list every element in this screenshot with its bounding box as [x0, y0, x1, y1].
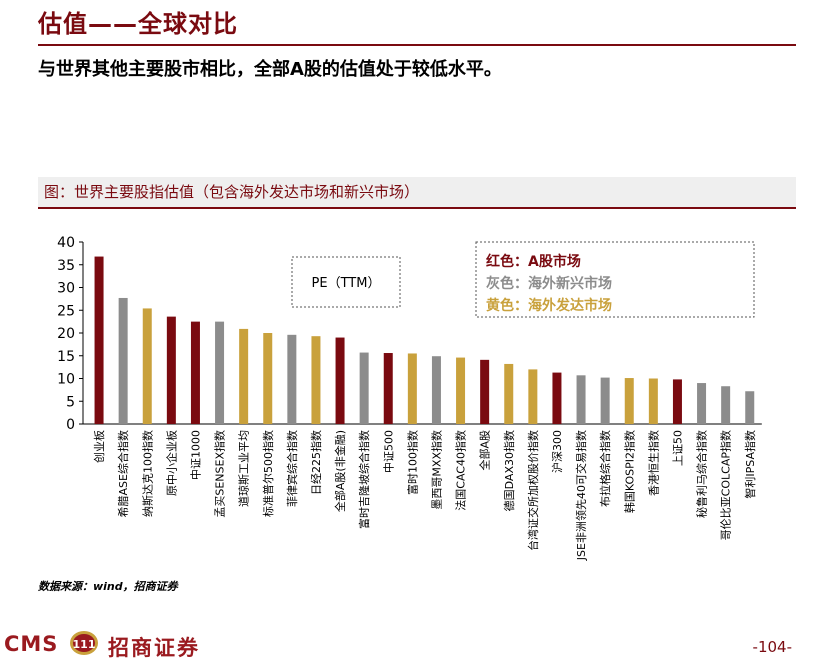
bar	[190, 321, 200, 424]
y-tick-label: 20	[57, 326, 75, 342]
bar	[745, 391, 755, 424]
logo-chinese: 招商证券	[108, 636, 200, 660]
valuation-bar-chart: 0 5 10 15 20 25 30 35 40 创业板 希腊ASE综合指数 纳斯达克100指数 原中…	[57, 235, 762, 561]
x-tick-label: 纳斯达克100指数	[140, 430, 154, 517]
bar	[287, 334, 297, 424]
chart-caption: 图：世界主要股指估值（包含海外发达市场和新兴市场）	[44, 183, 420, 201]
data-source: 数据来源：wind，招商证券	[38, 580, 178, 593]
title-divider	[38, 44, 796, 46]
x-tick-label: 台湾证交所加权股价指数	[526, 430, 540, 551]
bar	[504, 363, 514, 424]
x-tick-label: 中证500	[382, 430, 395, 473]
bar	[383, 353, 393, 424]
x-tick-label: 上证50	[671, 430, 684, 466]
bar	[407, 353, 417, 424]
bar	[359, 352, 369, 424]
legend-text: 海外新兴市场	[528, 275, 612, 292]
y-tick-label: 10	[57, 372, 75, 388]
x-tick-label: 法国CAC40指数	[454, 430, 468, 511]
x-tick-label: 全部A股(非金融)	[333, 430, 347, 512]
bar	[118, 297, 128, 424]
bar	[672, 379, 682, 424]
legend-text: 海外发达市场	[528, 297, 612, 314]
y-tick-label: 15	[57, 349, 75, 365]
page-title: 估值——全球对比	[38, 10, 238, 38]
y-tick-label: 25	[57, 303, 75, 319]
x-tick-label: 富时100指数	[405, 430, 419, 495]
x-tick-label: 道琼斯工业平均	[237, 430, 251, 507]
x-tick-label: 香港恒生指数	[646, 430, 660, 496]
bar	[311, 336, 321, 424]
y-tick-label: 30	[57, 281, 75, 297]
chart-header: 图：世界主要股指估值（包含海外发达市场和新兴市场）	[38, 177, 796, 209]
x-tick-label: 沪深300	[550, 430, 564, 473]
logo-badge-icon: 111	[70, 631, 98, 655]
page-subtitle: 与世界其他主要股市相比，全部A股的估值处于较低水平。	[38, 59, 502, 80]
x-axis-labels: 创业板 希腊ASE综合指数 纳斯达克100指数 原中小企业板 中证1000 孟买SENSE…	[92, 430, 757, 561]
bar-series	[94, 256, 755, 424]
x-tick-label: 标准普尔500指数	[261, 430, 275, 517]
logo-latin: CMS	[4, 632, 59, 656]
bar	[166, 316, 176, 424]
x-tick-label: 原中小企业板	[164, 430, 178, 496]
x-tick-label: 创业板	[92, 430, 106, 463]
logo-badge-text: 111	[73, 638, 96, 651]
x-tick-label: 中证1000	[189, 430, 202, 480]
legend-text: A股市场	[528, 253, 581, 270]
x-tick-label: 菲律宾综合指数	[285, 430, 299, 507]
legend-label: 灰色：	[486, 275, 528, 292]
bar	[552, 372, 562, 424]
bar	[456, 357, 466, 424]
x-tick-label: 德国DAX30指数	[502, 430, 516, 511]
bar	[142, 308, 152, 424]
y-tick-label: 5	[66, 394, 75, 410]
y-tick-label: 0	[66, 417, 75, 433]
bar	[721, 386, 731, 424]
x-tick-label: 全部A股	[478, 430, 492, 471]
annotation-text: PE（TTM）	[312, 276, 381, 291]
x-tick-label: 布拉格综合指数	[598, 430, 612, 507]
x-tick-label: 日经225指数	[309, 430, 323, 495]
x-tick-label: 秘鲁利马综合指数	[695, 430, 709, 518]
x-tick-label: 富时吉隆坡综合指数	[357, 430, 371, 529]
annotation-box: PE（TTM）	[291, 256, 401, 308]
legend-entry: 灰色：海外新兴市场	[486, 275, 612, 292]
x-tick-label: 墨西哥MXX指数	[429, 430, 443, 510]
legend-entry: 红色：A股市场	[486, 253, 581, 270]
bar	[480, 359, 490, 424]
legend-label: 黄色：	[486, 297, 528, 314]
bar	[697, 383, 707, 424]
legend-label: 红色：	[486, 253, 528, 270]
bar	[600, 377, 610, 424]
page-number: -104-	[752, 638, 792, 656]
bar	[528, 369, 538, 424]
bar	[94, 256, 104, 424]
bar	[215, 321, 225, 424]
bar	[624, 378, 634, 424]
legend-entry: 黄色：海外发达市场	[486, 297, 612, 314]
bar	[648, 378, 658, 424]
bar	[576, 375, 586, 424]
x-tick-label: 韩国KOSPI2指数	[622, 430, 636, 513]
y-tick-label: 35	[57, 258, 75, 274]
x-tick-label: 智利IPSA指数	[743, 430, 757, 499]
bar	[263, 333, 273, 424]
y-tick-label: 40	[57, 235, 75, 251]
x-tick-label: JSE非洲领先40可交易指数	[574, 430, 588, 561]
bar	[431, 356, 441, 424]
x-tick-label: 哥伦比亚COLCAP指数	[719, 430, 733, 540]
bar	[239, 328, 249, 424]
bar	[335, 337, 345, 424]
x-tick-label: 孟买SENSEX指数	[213, 430, 227, 518]
x-tick-label: 希腊ASE综合指数	[116, 430, 130, 517]
